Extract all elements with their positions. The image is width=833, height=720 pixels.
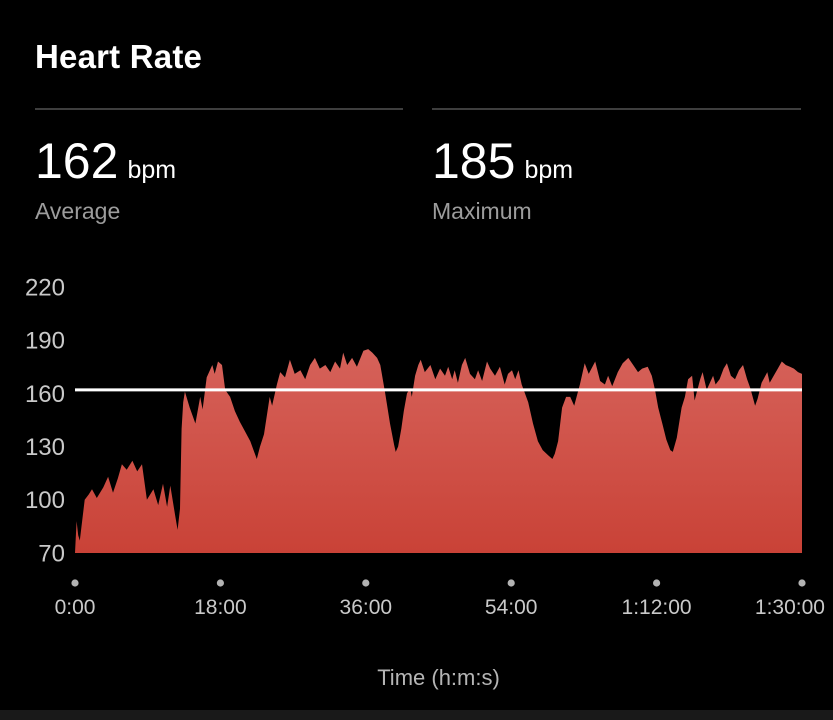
x-axis-tick-label: 36:00 <box>340 596 393 619</box>
x-axis-tick-label: 54:00 <box>485 596 538 619</box>
maximum-label: Maximum <box>432 198 532 224</box>
y-axis-tick-label: 220 <box>25 274 65 301</box>
y-axis-tick-label: 190 <box>25 328 65 355</box>
bottom-edge-strip <box>0 710 833 720</box>
x-axis-tick-label: 1:12:00 <box>622 596 692 619</box>
stat-maximum: 185 bpm Maximum <box>432 108 801 223</box>
x-tick-dot <box>362 579 370 587</box>
y-axis-tick-label: 70 <box>38 540 65 567</box>
x-tick-dot <box>507 579 515 587</box>
y-axis-tick-label: 100 <box>25 487 65 514</box>
stat-average-value-row: 162 bpm <box>35 136 403 186</box>
average-bpm-unit: bpm <box>127 156 177 184</box>
x-axis-tick-label: 1:30:00 <box>755 596 825 619</box>
x-tick-dot <box>653 579 661 587</box>
x-tick-dot <box>798 579 806 587</box>
x-axis-tick-label: 0:00 <box>55 596 96 619</box>
average-bpm-value: 162 <box>35 133 119 189</box>
maximum-bpm-value: 185 <box>432 133 516 189</box>
maximum-bpm-unit: bpm <box>524 156 574 184</box>
page-title: Heart Rate <box>35 38 203 75</box>
x-tick-dot <box>216 579 224 587</box>
x-axis-title: Time (h:m:s) <box>377 665 500 690</box>
average-label: Average <box>35 198 121 224</box>
stat-average: 162 bpm Average <box>35 108 403 223</box>
y-axis-tick-label: 160 <box>25 381 65 408</box>
x-tick-dot <box>71 579 79 587</box>
x-axis-tick-label: 18:00 <box>194 596 247 619</box>
stat-maximum-value-row: 185 bpm <box>432 136 801 186</box>
heart-rate-area[interactable] <box>75 349 802 553</box>
y-axis-tick-label: 130 <box>25 434 65 461</box>
